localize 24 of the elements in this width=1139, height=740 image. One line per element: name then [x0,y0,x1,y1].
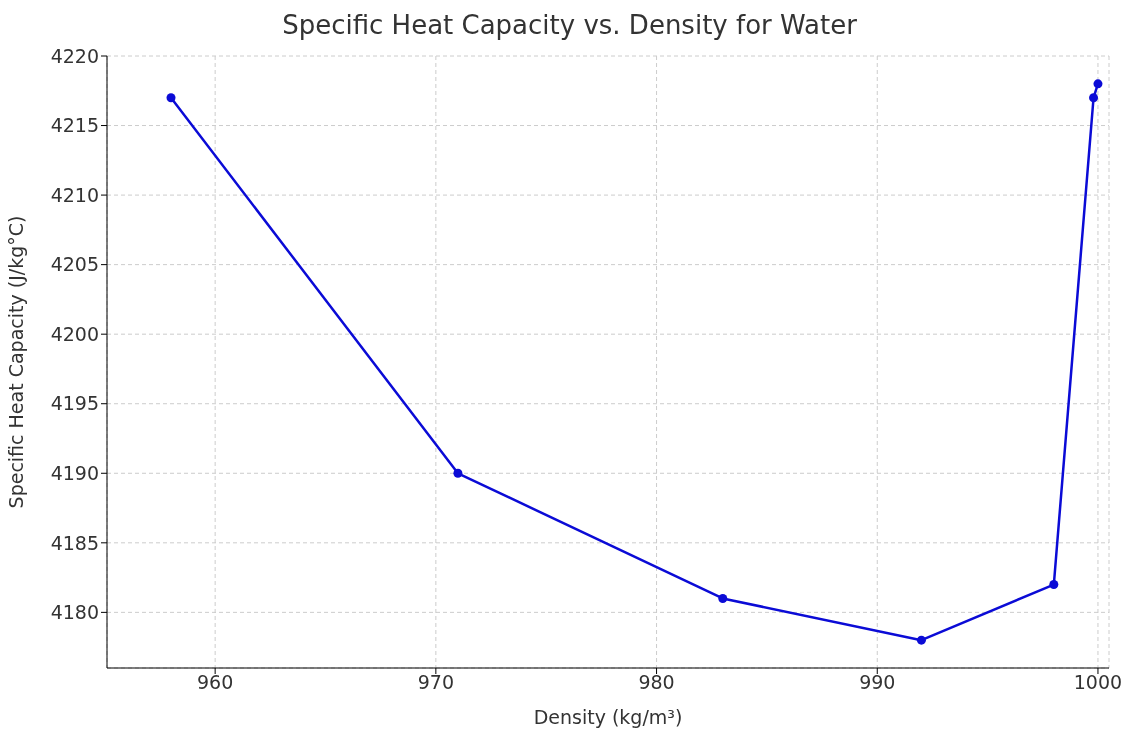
point [718,593,728,603]
x-tick-label: 1000 [1073,671,1123,694]
x-tick-label: 960 [197,671,234,694]
y-tick-label: 4205 [50,253,99,276]
y-tick-label: 4200 [50,322,99,345]
y-tick-label: 4180 [50,601,99,624]
point [453,468,463,478]
x-tick-label: 990 [859,671,896,694]
point [916,635,926,645]
x-tick-label: 970 [417,671,454,694]
point [166,93,176,103]
point [1049,580,1059,590]
y-tick-label: 4215 [50,114,99,137]
y-tick-label: 4185 [50,531,99,554]
y-tick-label: 4195 [50,392,99,415]
chart-title: Specific Heat Capacity vs. Density for Water [281,9,858,42]
y-tick-label: 4220 [50,44,99,67]
point [1093,79,1103,89]
x-axis-title: Density (kg/m³) [533,706,683,728]
y-tick-label: 4210 [50,183,99,206]
x-tick-label: 980 [638,671,675,694]
point [1089,93,1099,103]
y-axis-title: Specific Heat Capacity (J/kg°C) [4,215,27,509]
y-tick-label: 4190 [50,462,99,485]
